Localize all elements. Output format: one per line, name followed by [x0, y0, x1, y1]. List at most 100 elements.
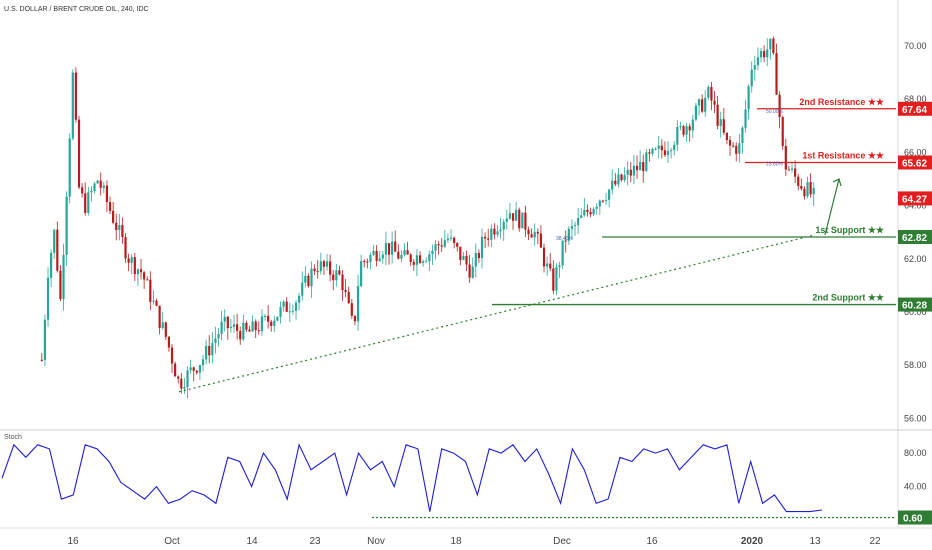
candle-body	[170, 347, 174, 364]
candle-body	[704, 97, 707, 112]
trendline	[178, 234, 816, 393]
x-tick-label: 18	[450, 536, 462, 547]
candle-body	[183, 387, 186, 389]
candle-body	[301, 282, 304, 296]
candle-body	[387, 243, 391, 255]
candle-body	[533, 231, 536, 238]
candle-body	[291, 310, 295, 312]
price-panel: 2nd Resistance ★★ 1st Resistance ★★ 1st Su…	[40, 36, 896, 399]
candle-body	[192, 367, 195, 371]
candle-body	[592, 208, 595, 215]
candle-body	[471, 266, 474, 278]
candle-body	[542, 247, 546, 267]
candle-body	[747, 86, 750, 110]
candle-body	[741, 127, 744, 144]
candle-body	[459, 246, 462, 260]
candle-body	[270, 321, 273, 326]
candle-body	[313, 268, 316, 272]
candle-body	[790, 168, 794, 170]
candle-body	[601, 200, 605, 202]
candle-body	[152, 300, 155, 302]
candle-body	[750, 69, 753, 87]
candle-body	[223, 316, 226, 322]
candle-body	[670, 150, 673, 152]
candle-body	[626, 169, 629, 175]
candle-body	[632, 165, 636, 176]
candle-body	[71, 72, 74, 139]
candle-body	[236, 324, 239, 331]
candle-body	[332, 274, 335, 281]
candle-body	[155, 300, 158, 306]
candle-body	[347, 291, 350, 304]
candle-body	[688, 126, 691, 131]
candle-body	[198, 365, 202, 373]
candle-body	[307, 275, 310, 287]
candle-body	[403, 250, 406, 255]
candle-body	[391, 241, 394, 255]
candle-body	[784, 146, 787, 170]
projection-arrow	[824, 178, 840, 236]
stoch-line	[1, 443, 823, 513]
candle-body	[127, 258, 130, 263]
candle-body	[614, 180, 617, 185]
candle-body	[682, 126, 685, 135]
candle-body	[276, 316, 279, 321]
x-tick-label: 13	[809, 536, 821, 547]
candle-body	[521, 212, 524, 229]
level-label: 2nd Resistance ★★	[799, 97, 885, 107]
candle-body	[353, 315, 357, 322]
candle-body	[360, 261, 363, 287]
candle-body	[245, 322, 248, 330]
stoch-level-tag	[898, 510, 932, 525]
candle-body	[87, 192, 90, 213]
candle-body	[437, 244, 440, 246]
candle-body	[229, 326, 233, 329]
stoch-level-label: 0.60	[903, 513, 923, 524]
candle-body	[130, 257, 133, 263]
candle-body	[620, 174, 623, 181]
candle-body	[43, 319, 47, 361]
candle-body	[561, 240, 564, 266]
candle-body	[304, 275, 307, 283]
x-tick-label: 2020	[741, 536, 764, 547]
candle-body	[524, 212, 527, 230]
candle-body	[288, 311, 291, 313]
candle-body	[294, 302, 298, 311]
candle-body	[577, 217, 580, 226]
candle-body	[530, 234, 533, 238]
candle-body	[257, 330, 260, 332]
candle-body	[282, 301, 285, 307]
candle-body	[102, 185, 105, 188]
candle-body	[146, 279, 149, 281]
candle-body	[462, 255, 465, 260]
candle-body	[490, 228, 493, 240]
candle-body	[468, 264, 471, 278]
candle-body	[344, 290, 347, 292]
price-tag-label: 60.28	[902, 301, 927, 312]
candle-body	[53, 229, 56, 253]
candle-body	[158, 305, 161, 328]
x-tick-label: Oct	[164, 536, 180, 547]
candle-body	[446, 238, 450, 241]
candle-body	[480, 236, 484, 259]
candle-body	[763, 51, 766, 58]
candle-body	[90, 190, 93, 193]
level-label: 2nd Support ★★	[812, 293, 885, 303]
candle-body	[201, 359, 205, 366]
candle-body	[267, 315, 270, 322]
candle-body	[645, 152, 648, 172]
candle-body	[46, 277, 50, 320]
candle-body	[676, 126, 679, 145]
candle-body	[527, 229, 530, 235]
candle-body	[381, 254, 384, 259]
candle-body	[443, 240, 446, 247]
y-tick-label: 56.00	[904, 413, 927, 423]
candle-body	[794, 168, 797, 177]
candle-body	[77, 119, 81, 188]
candle-body	[759, 51, 763, 58]
candle-body	[691, 119, 694, 131]
candle-body	[369, 254, 372, 263]
candle-body	[112, 210, 115, 223]
candle-body	[406, 250, 409, 255]
